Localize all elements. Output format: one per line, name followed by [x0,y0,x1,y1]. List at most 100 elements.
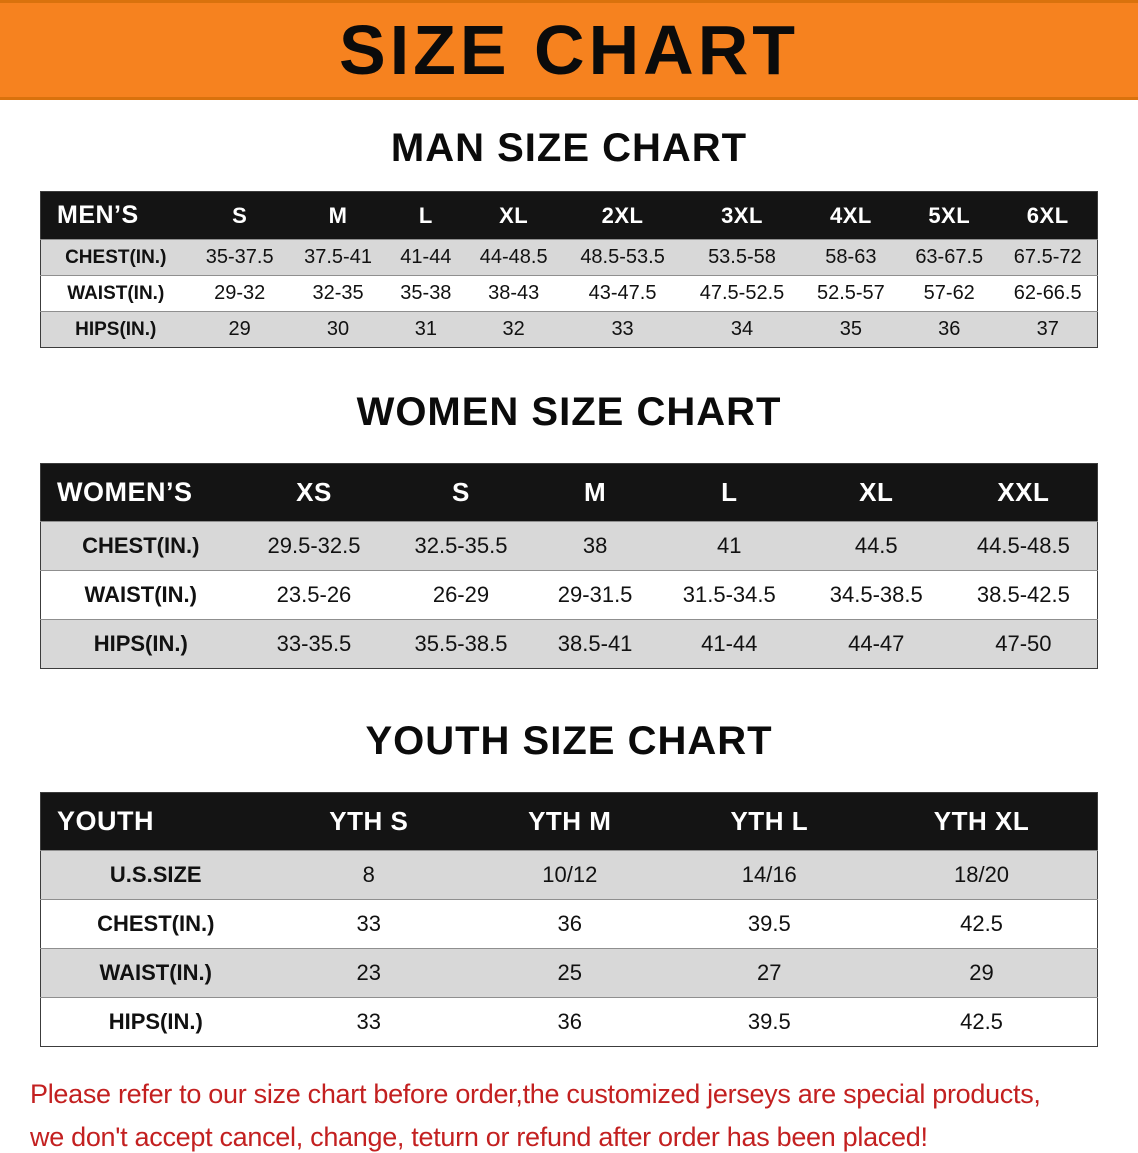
size-value: 44.5 [854,533,898,558]
header-row: WOMEN’S XS S M L XL XXL [40,463,1098,522]
size-value: 23.5-26 [276,582,352,607]
size-value: 31 [414,318,437,340]
youth-size-heading: YOUTH SIZE CHART [365,719,773,763]
size-value: 47-50 [995,631,1052,656]
youth-table-wrap: YOUTH YTH S YTH M YTH L YTH XL U.S.SIZE 8 10/12… [0,792,1138,1047]
size-column-header: S [190,191,289,240]
size-value: 14/16 [741,862,797,887]
size-value: 42.5 [960,911,1003,936]
row-label: HIPS(IN.) [93,631,188,656]
size-column-header: XXL [949,463,1098,522]
men-size-section: MAN SIZE CHART MEN’S S M L XL 2XL 3XL 4XL 5XL 6XL… [0,126,1138,348]
table-label-header: MEN’S [40,191,191,240]
size-value: 30 [326,318,350,340]
size-column-header: 2XL [562,191,683,240]
size-value: 41-44 [701,631,758,656]
size-value: 29 [228,318,251,340]
men-table-wrap: MEN’S S M L XL 2XL 3XL 4XL 5XL 6XL CHEST(IN.) 35-37… [0,191,1138,348]
size-value: 25 [557,960,583,985]
table-row: U.S.SIZE 8 10/12 14/16 18/20 [40,850,1098,900]
size-value: 41-44 [400,246,452,268]
size-column-header: YTH L [672,792,867,851]
header-row: MEN’S S M L XL 2XL 3XL 4XL 5XL 6XL [40,191,1098,240]
size-value: 18/20 [953,862,1010,887]
size-value: 43-47.5 [588,282,657,304]
table-row: WAIST(IN.) 23 25 27 29 [40,948,1098,998]
size-value: 34.5-38.5 [829,582,923,607]
size-value: 67.5-72 [1013,246,1082,268]
size-value: 26-29 [432,582,490,607]
size-column-header: XS [240,463,388,522]
size-value: 29-32 [214,282,266,304]
size-column-header: L [655,463,803,522]
table-row: HIPS(IN.) 29 30 31 32 33 34 35 36 37 [40,311,1098,348]
size-value: 47.5-52.5 [699,282,785,304]
size-column-header: YTH XL [866,792,1098,851]
size-value: 38.5-41 [557,631,633,656]
size-value: 37.5-41 [304,246,372,268]
size-value: 38.5-42.5 [976,582,1070,607]
table-row: CHEST(IN.) 29.5-32.5 32.5-35.5 38 41 44.5 44.5… [40,521,1098,571]
size-value: 29.5-32.5 [267,533,361,558]
row-label: WAIST(IN.) [84,582,197,607]
size-value: 33 [611,318,634,340]
size-value: 41 [717,533,742,558]
size-value: 39.5 [747,1009,791,1034]
size-value: 35-37.5 [205,246,274,268]
table-row: WAIST(IN.) 23.5-26 26-29 29-31.5 31.5-34.5 34… [40,570,1098,620]
size-value: 35.5-38.5 [414,631,508,656]
youth-size-section: YOUTH SIZE CHART YOUTH YTH S YTH M YTH L YTH… [0,719,1138,1047]
size-value: 39.5 [747,911,791,936]
size-value: 38 [582,533,608,558]
row-label: CHEST(IN.) [97,911,215,936]
size-value: 63-67.5 [915,246,984,268]
row-label: HIPS(IN.) [75,318,157,340]
size-column-header: 4XL [801,191,901,240]
size-value: 62-66.5 [1013,282,1082,304]
size-column-header: XL [464,191,563,240]
women-size-heading: WOMEN SIZE CHART [356,390,782,434]
size-value: 44-47 [848,631,905,656]
size-value: 48.5-53.5 [580,246,665,268]
page-title: SIZE CHART [339,11,799,89]
footer-note-line-2: we don't accept cancel, change, teturn o… [30,1122,928,1152]
row-label: WAIST(IN.) [99,960,212,985]
size-value: 8 [362,862,375,887]
size-column-header: S [387,463,535,522]
size-value: 36 [557,1009,583,1034]
header-row: YOUTH YTH S YTH M YTH L YTH XL [40,792,1098,851]
size-column-header: YTH S [270,792,468,851]
table-row: WAIST(IN.) 29-32 32-35 35-38 38-43 43-47.5 47.… [40,275,1098,312]
size-value: 52.5-57 [816,282,885,304]
men-size-table: MEN’S S M L XL 2XL 3XL 4XL 5XL 6XL CHEST(IN.) 35-37… [40,191,1098,348]
row-label: U.S.SIZE [109,862,202,887]
size-value: 35-38 [400,282,452,304]
size-value: 42.5 [960,1009,1003,1034]
size-chart-banner: SIZE CHART [0,0,1138,100]
size-value: 34 [730,318,754,340]
size-value: 36 [938,318,961,340]
women-size-section: WOMEN SIZE CHART WOMEN’S XS S M L XL XXL CHEST(… [0,390,1138,669]
size-value: 33 [356,911,382,936]
size-column-header: M [534,463,656,522]
size-value: 29 [969,960,994,985]
size-value: 23 [356,960,382,985]
size-value: 29-31.5 [557,582,633,607]
table-row: CHEST(IN.) 35-37.5 37.5-41 41-44 44-48.5 48.5… [40,239,1098,276]
row-label: HIPS(IN.) [108,1009,203,1034]
size-column-header: 5XL [900,191,999,240]
size-value: 33 [356,1009,382,1034]
size-column-header: 3XL [682,191,802,240]
footer-note: Please refer to our size chart before or… [30,1079,1108,1153]
size-value: 10/12 [542,862,598,887]
size-charts: MAN SIZE CHART MEN’S S M L XL 2XL 3XL 4XL 5XL 6XL… [0,126,1138,1047]
size-value: 32.5-35.5 [414,533,508,558]
size-column-header: L [387,191,465,240]
row-label: CHEST(IN.) [65,246,167,268]
size-value: 32-35 [312,282,364,304]
size-value: 35 [839,318,862,340]
size-value: 58-63 [825,246,877,268]
table-row: HIPS(IN.) 33 36 39.5 42.5 [40,997,1098,1047]
women-size-table: WOMEN’S XS S M L XL XXL CHEST(IN.) 29.5-32.5 32.5… [40,463,1098,669]
size-column-header: XL [802,463,950,522]
